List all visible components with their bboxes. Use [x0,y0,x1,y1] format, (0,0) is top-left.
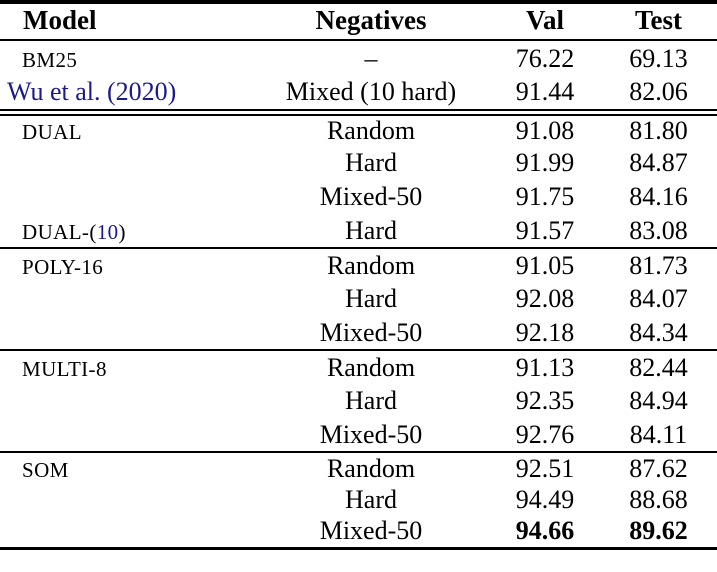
model-cell [0,146,252,180]
val-cell: 92.18 [515,317,575,347]
model-cell [0,316,252,350]
test-cell: 88.68 [629,485,688,514]
table-row: Hard 91.99 84.87 [0,146,717,180]
negatives-cell: Mixed-50 [319,182,423,211]
table-row: Hard 94.49 88.68 [0,484,717,516]
model-cell [0,282,252,316]
val-cell: 91.05 [515,250,575,280]
model-name-suffix: ) [118,219,126,244]
val-cell: 92.76 [515,419,575,449]
negatives-cell: Hard [345,215,397,245]
model-name: DUAL [22,119,82,144]
table-row: Hard 92.35 84.94 [0,384,717,418]
model-cell: SOM [0,452,252,484]
negatives-cell: Hard [345,284,397,313]
val-cell: 91.99 [515,148,575,177]
table-row: Mixed-50 94.66 89.62 [0,516,717,548]
test-cell: 84.16 [629,182,688,211]
table-row: POLY-16 Random 91.05 81.73 [0,248,717,282]
test-cell: 89.62 [629,516,688,546]
table-section-4: SOM Random 92.51 87.62 Hard 94.49 88.68 Mixed-5… [0,452,717,548]
citation-link[interactable]: Wu et al. (2020) [7,77,177,107]
model-cell [0,418,252,452]
header-model: Model [23,5,97,35]
test-cell: 84.87 [629,148,688,177]
negatives-cell: Random [326,250,416,280]
model-cell: DUAL-(10) [0,214,252,248]
citation-link[interactable]: 10 [96,219,119,244]
test-cell: 84.94 [629,386,688,415]
val-cell: 94.66 [515,516,575,546]
val-cell: 91.57 [515,215,575,245]
val-cell: 91.08 [515,115,575,145]
model-name: BM25 [22,47,78,72]
val-cell: 92.08 [515,284,575,313]
model-cell [0,384,252,418]
negatives-cell: Mixed (10 hard) [285,77,457,107]
table-section-1: DUAL Random 91.08 81.80 Hard 91.99 84.87 Mixed-… [0,112,717,248]
table-row: DUAL Random 91.08 81.80 [0,112,717,146]
table-row: Mixed-50 92.76 84.11 [0,418,717,452]
model-name: MULTI-8 [22,356,107,381]
negatives-cell: – [364,43,378,73]
negatives-cell: Random [326,115,416,145]
table-row: Hard 92.08 84.07 [0,282,717,316]
test-cell: 83.08 [629,215,688,245]
val-cell: 91.75 [515,182,575,211]
header-test: Test [634,5,682,35]
test-cell: 69.13 [629,43,688,73]
table-row: BM25 – 76.22 69.13 [0,40,717,76]
negatives-cell: Hard [345,386,397,415]
model-name: POLY-16 [22,254,104,279]
val-cell: 91.13 [515,352,575,382]
negatives-cell: Hard [345,485,397,514]
val-cell: 94.49 [515,485,575,514]
table-row: Mixed-50 91.75 84.16 [0,180,717,214]
val-cell: 92.35 [515,386,575,415]
test-cell: 82.06 [629,77,688,107]
model-cell [0,516,252,548]
negatives-cell: Random [326,352,416,382]
test-cell: 84.11 [629,419,688,449]
table-row: SOM Random 92.51 87.62 [0,452,717,484]
model-cell [0,484,252,516]
table-section-0: BM25 – 76.22 69.13 Wu et al. (2020) Mixed (10… [0,40,717,112]
model-name: SOM [22,457,69,482]
table-section-2: POLY-16 Random 91.05 81.73 Hard 92.08 84.07 Mix… [0,248,717,350]
model-cell: Wu et al. (2020) [0,76,252,112]
test-cell: 84.07 [629,284,688,313]
test-cell: 84.34 [629,317,688,347]
model-cell [0,180,252,214]
test-cell: 82.44 [629,352,688,382]
test-cell: 81.73 [629,250,688,280]
val-cell: 92.51 [515,453,575,483]
table-row: Mixed-50 92.18 84.34 [0,316,717,350]
results-table: Model Negatives Val Test BM25 – 76.22 69.13… [0,0,717,548]
negatives-cell: Mixed-50 [319,419,423,449]
model-name: DUAL-( [22,219,97,244]
header-row: Model Negatives Val Test [0,2,717,40]
table-row: Wu et al. (2020) Mixed (10 hard) 91.44 82.0… [0,76,717,112]
test-cell: 81.80 [629,115,688,145]
negatives-cell: Random [326,453,416,483]
table-header: Model Negatives Val Test [0,2,717,40]
model-cell: MULTI-8 [0,350,252,384]
model-cell: POLY-16 [0,248,252,282]
table-section-3: MULTI-8 Random 91.13 82.44 Hard 92.35 84.94 Mix… [0,350,717,452]
negatives-cell: Mixed-50 [319,317,423,347]
table-row: DUAL-(10) Hard 91.57 83.08 [0,214,717,248]
model-cell: DUAL [0,112,252,146]
table-row: MULTI-8 Random 91.13 82.44 [0,350,717,384]
negatives-cell: Mixed-50 [319,516,423,546]
test-cell: 87.62 [629,453,688,483]
val-cell: 76.22 [515,43,575,73]
header-val: Val [525,5,565,35]
val-cell: 91.44 [515,77,575,107]
negatives-cell: Hard [345,148,397,177]
model-cell: BM25 [0,40,252,76]
header-negatives: Negatives [315,5,427,35]
